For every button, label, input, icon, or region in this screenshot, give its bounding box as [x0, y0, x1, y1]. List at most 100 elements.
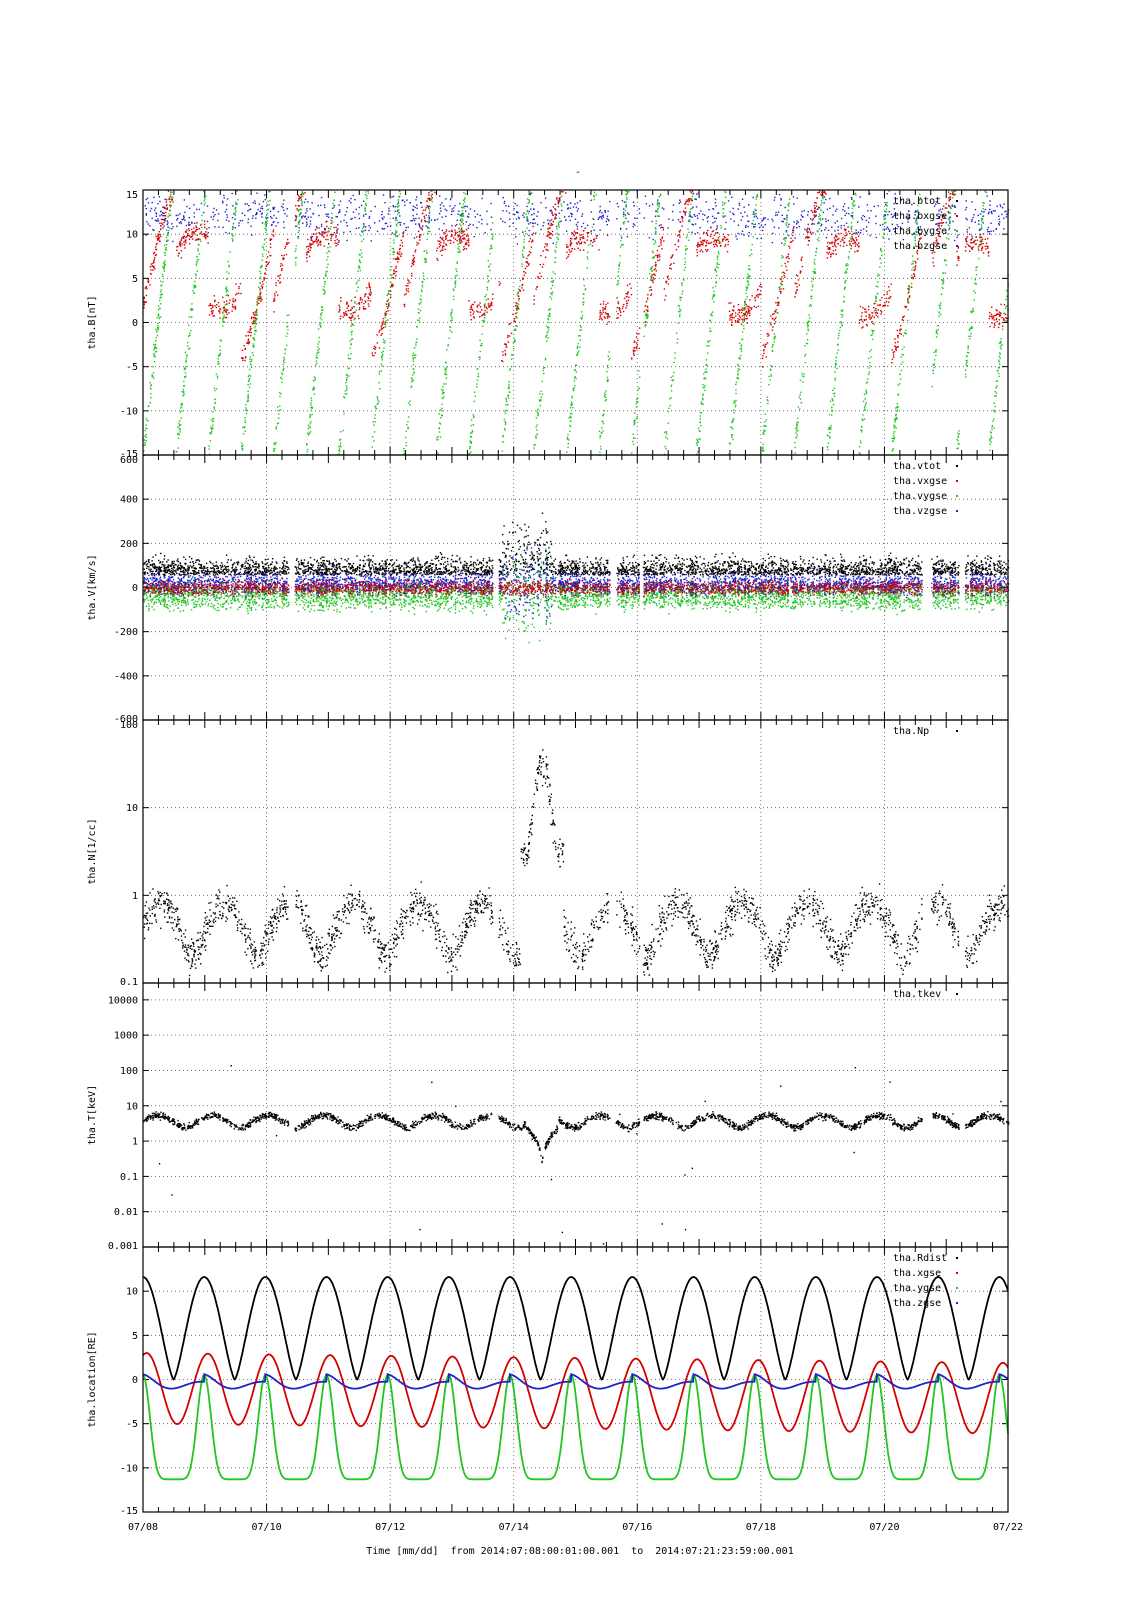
data-point [806, 339, 809, 341]
data-point [836, 352, 839, 354]
data-point [256, 314, 258, 316]
data-point [850, 214, 852, 217]
data-point [179, 431, 181, 433]
data-point [196, 256, 198, 258]
data-point [328, 242, 330, 245]
data-point [981, 246, 984, 248]
data-point [678, 308, 681, 310]
data-point [232, 300, 234, 302]
data-point [270, 224, 273, 226]
data-point [777, 304, 780, 306]
data-point [860, 442, 862, 444]
data-point [285, 344, 288, 347]
data-point [692, 206, 694, 208]
data-point [306, 208, 308, 210]
data-point [667, 283, 669, 285]
data-point [672, 204, 675, 206]
data-point [354, 302, 356, 304]
data-point [993, 319, 995, 321]
data-point [163, 221, 165, 224]
data-point [467, 216, 470, 218]
data-point [957, 256, 960, 258]
data-point [154, 356, 156, 358]
data-point [312, 243, 314, 245]
data-point [938, 216, 941, 218]
data-point [352, 324, 355, 326]
data-point [321, 231, 323, 233]
data-point [697, 192, 700, 194]
data-point [324, 232, 326, 235]
data-point [911, 269, 913, 271]
data-point [226, 216, 229, 219]
data-point [708, 208, 710, 211]
data-point [361, 240, 363, 242]
data-point [159, 200, 161, 203]
data-point [368, 284, 370, 286]
data-point [203, 233, 205, 235]
data-point [552, 242, 554, 244]
data-point [206, 228, 208, 230]
data-point [178, 428, 180, 430]
data-point [239, 283, 242, 285]
data-point [346, 239, 348, 242]
data-point [691, 216, 693, 218]
data-point [211, 304, 213, 307]
data-point [787, 255, 789, 258]
data-point [144, 435, 146, 437]
data-point [892, 356, 895, 358]
data-point [535, 288, 537, 290]
data-point [746, 305, 748, 307]
data-point [517, 292, 519, 294]
data-point [993, 326, 995, 328]
data-point [782, 238, 785, 240]
data-point [680, 309, 682, 311]
data-point [576, 353, 579, 355]
data-point [438, 240, 441, 242]
data-point [170, 214, 172, 216]
data-point [899, 383, 901, 385]
data-point [655, 254, 657, 257]
data-point [718, 242, 720, 244]
data-point [440, 210, 442, 212]
data-point [764, 343, 766, 346]
data-point [371, 352, 373, 354]
data-point [502, 220, 504, 223]
data-point [698, 212, 700, 215]
data-point [428, 219, 430, 221]
data-point [769, 379, 771, 381]
data-point [753, 305, 756, 308]
data-point [510, 358, 513, 360]
data-point [159, 215, 161, 217]
data-point [756, 217, 759, 220]
data-point [262, 283, 264, 285]
data-point [638, 208, 640, 210]
data-point [228, 264, 230, 267]
data-point [396, 225, 398, 227]
data-point [275, 217, 278, 219]
data-point [569, 207, 572, 209]
data-point [450, 235, 452, 238]
data-point [859, 452, 861, 455]
data-point [918, 240, 920, 242]
data-point [978, 245, 980, 248]
data-point [236, 190, 238, 192]
data-point [258, 299, 260, 302]
data-point [988, 230, 991, 233]
data-point [785, 229, 788, 232]
data-point [455, 232, 457, 235]
data-point [265, 216, 267, 219]
data-point [625, 217, 627, 219]
data-point [912, 262, 914, 265]
data-point [655, 233, 657, 235]
data-point [799, 394, 801, 396]
data-point [755, 196, 758, 198]
data-point [942, 279, 945, 281]
data-point [305, 221, 308, 224]
data-point [860, 318, 863, 321]
data-point [741, 309, 744, 312]
data-point [982, 233, 985, 235]
data-point [727, 240, 730, 243]
data-point [415, 196, 418, 198]
data-point [872, 322, 874, 325]
data-point [747, 310, 749, 312]
